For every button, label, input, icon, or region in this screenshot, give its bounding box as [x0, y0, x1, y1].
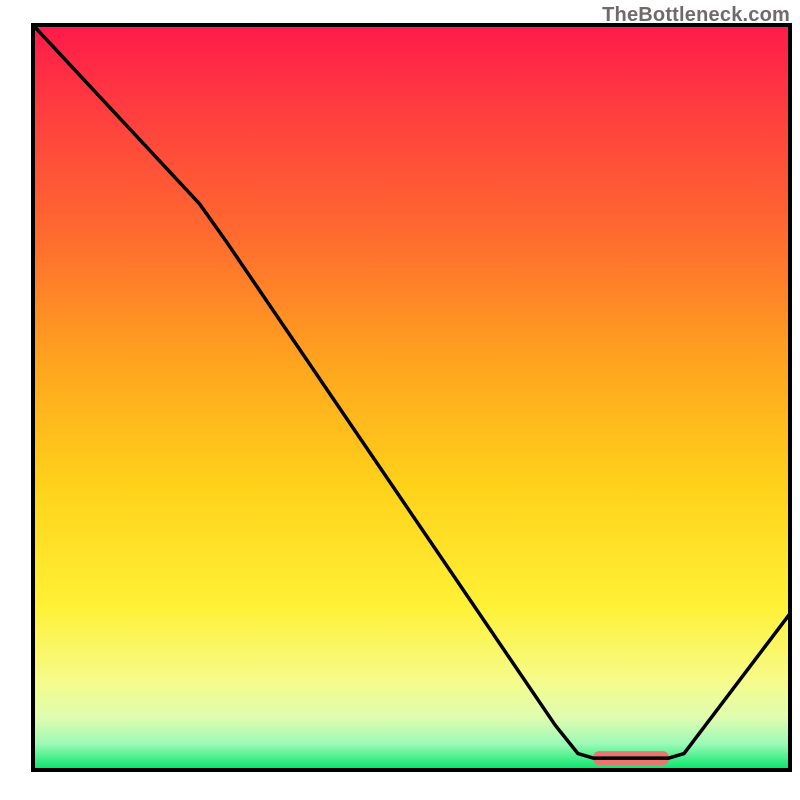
- gradient-background: [33, 25, 790, 770]
- watermark-text: TheBottleneck.com: [602, 4, 790, 27]
- chart-container: TheBottleneck.com: [0, 0, 800, 800]
- bottleneck-chart-svg: [0, 0, 800, 800]
